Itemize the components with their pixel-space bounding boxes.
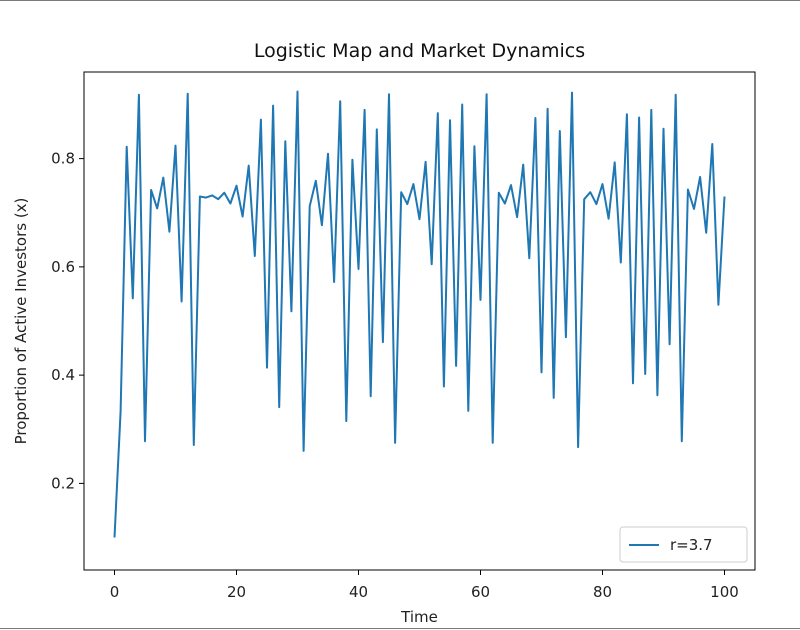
y-axis-label: Proportion of Active Investors (x) [12,198,30,445]
series-line [113,90,726,538]
x-tick-label: 40 [349,583,368,601]
window-top-border [0,0,800,1]
y-axis: 0.2 0.4 0.6 0.8 [51,150,84,492]
legend-label: r=3.7 [670,536,713,554]
legend: r=3.7 [619,526,748,563]
chart-title: Logistic Map and Market Dynamics [254,40,585,62]
legend-box [619,526,748,563]
x-axis-label: Time [400,608,438,626]
y-tick-label: 0.2 [51,474,75,492]
y-tick-label: 0.6 [51,258,75,276]
y-tick-label: 0.4 [51,366,75,384]
x-axis: 0 20 40 60 80 100 [110,570,739,601]
x-tick-label: 100 [710,583,739,601]
axes-frame [83,71,756,571]
x-tick-label: 60 [471,583,490,601]
y-tick-label: 0.8 [51,150,75,168]
x-tick-label: 0 [110,583,120,601]
plot-area [113,90,726,538]
x-tick-label: 80 [593,583,612,601]
x-tick-label: 20 [227,583,246,601]
window-bottom-border [0,628,800,629]
